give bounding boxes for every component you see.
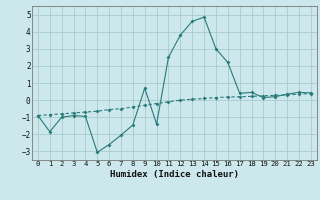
X-axis label: Humidex (Indice chaleur): Humidex (Indice chaleur)	[110, 170, 239, 179]
